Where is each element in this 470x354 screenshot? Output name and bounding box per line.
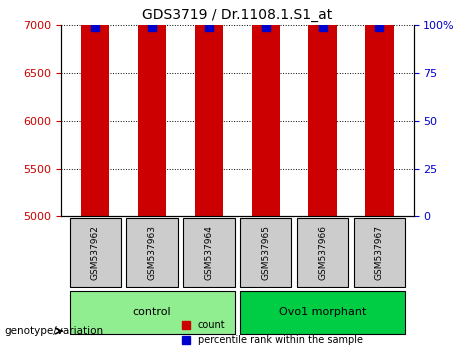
- Point: [319, 24, 326, 29]
- Text: GSM537963: GSM537963: [148, 225, 157, 280]
- Title: GDS3719 / Dr.1108.1.S1_at: GDS3719 / Dr.1108.1.S1_at: [142, 8, 332, 22]
- FancyBboxPatch shape: [240, 291, 405, 334]
- FancyBboxPatch shape: [126, 218, 178, 287]
- FancyBboxPatch shape: [240, 218, 291, 287]
- FancyBboxPatch shape: [354, 218, 405, 287]
- FancyBboxPatch shape: [70, 218, 121, 287]
- Text: GSM537965: GSM537965: [261, 225, 270, 280]
- Bar: [365, 0, 394, 217]
- Point: [149, 24, 156, 29]
- FancyBboxPatch shape: [183, 218, 235, 287]
- Text: Ovo1 morphant: Ovo1 morphant: [279, 307, 366, 317]
- Legend: count, percentile rank within the sample: count, percentile rank within the sample: [179, 316, 367, 349]
- Bar: [81, 0, 110, 217]
- Text: genotype/variation: genotype/variation: [5, 326, 104, 336]
- FancyBboxPatch shape: [70, 291, 235, 334]
- FancyBboxPatch shape: [297, 218, 348, 287]
- Text: GSM537964: GSM537964: [204, 225, 213, 280]
- Text: GSM537962: GSM537962: [91, 225, 100, 280]
- Text: GSM537966: GSM537966: [318, 225, 327, 280]
- Point: [262, 24, 269, 29]
- Bar: [251, 0, 280, 217]
- Bar: [195, 0, 223, 217]
- Text: GSM537967: GSM537967: [375, 225, 384, 280]
- Bar: [138, 0, 166, 217]
- Text: control: control: [133, 307, 172, 317]
- Point: [92, 24, 99, 29]
- Bar: [308, 0, 337, 217]
- Point: [205, 24, 213, 29]
- Point: [376, 24, 383, 29]
